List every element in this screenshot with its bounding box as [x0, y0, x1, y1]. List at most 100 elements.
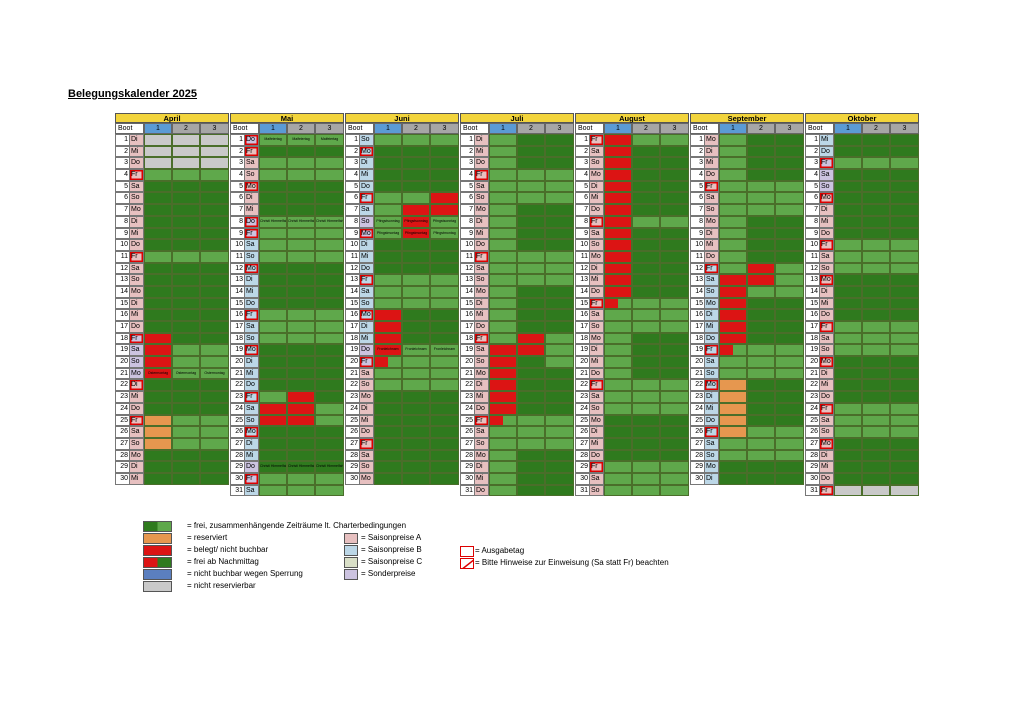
boat-1-cell[interactable]	[374, 472, 402, 485]
boat-1-cell[interactable]	[604, 274, 632, 286]
boat-3-cell[interactable]	[545, 204, 574, 216]
boat-3-cell[interactable]	[545, 262, 574, 275]
boat-2-cell[interactable]	[632, 262, 660, 275]
boat-1-cell[interactable]	[604, 461, 632, 473]
boat-1-cell[interactable]	[144, 402, 172, 415]
boat-2-cell[interactable]	[172, 250, 200, 263]
boat-1-cell[interactable]	[719, 461, 747, 473]
boat-2-cell[interactable]	[632, 274, 660, 286]
boat-2-cell[interactable]	[517, 297, 545, 310]
boat-2-cell[interactable]	[517, 204, 545, 216]
boat-2-cell[interactable]	[517, 227, 545, 240]
boat-2-cell[interactable]	[517, 484, 545, 497]
boat-3-cell[interactable]	[545, 344, 574, 357]
boat-1-cell[interactable]	[259, 449, 287, 462]
boat-1-cell[interactable]	[489, 449, 517, 462]
boat-3-cell[interactable]	[200, 309, 229, 321]
boat-1-cell[interactable]	[834, 309, 862, 321]
boat-1-cell[interactable]	[719, 134, 747, 146]
boat-2-cell[interactable]	[402, 356, 430, 368]
boat-3-cell[interactable]	[200, 169, 229, 181]
boat-2-cell[interactable]: Maifeiertag	[287, 134, 315, 146]
boat-1-cell[interactable]	[834, 402, 862, 415]
boat-2-cell[interactable]	[747, 344, 775, 357]
boat-1-cell[interactable]	[374, 134, 402, 146]
boat-2-cell[interactable]	[517, 262, 545, 275]
boat-2-cell[interactable]	[632, 402, 660, 415]
boat-3-cell[interactable]	[315, 169, 344, 181]
boat-1-cell[interactable]	[604, 157, 632, 170]
boat-1-cell[interactable]	[719, 274, 747, 286]
boat-1-cell[interactable]	[834, 379, 862, 392]
boat-2-cell[interactable]	[747, 391, 775, 403]
boat-1-cell[interactable]	[144, 134, 172, 146]
boat-2-cell[interactable]	[632, 157, 660, 170]
boat-3-cell[interactable]	[775, 344, 804, 357]
boat-3-cell[interactable]	[890, 344, 919, 357]
boat-2-cell[interactable]	[172, 391, 200, 403]
boat-3-cell[interactable]	[660, 332, 689, 345]
boat-3-cell[interactable]	[660, 437, 689, 450]
boat-2-cell[interactable]	[287, 285, 315, 298]
boat-2-cell[interactable]	[287, 204, 315, 216]
boat-3-cell[interactable]	[430, 285, 459, 298]
boat-2-cell[interactable]	[862, 379, 890, 392]
boat-1-cell[interactable]	[719, 472, 747, 485]
boat-2-cell[interactable]	[632, 391, 660, 403]
boat-2-cell[interactable]	[862, 309, 890, 321]
boat-1-cell[interactable]	[489, 239, 517, 251]
boat-3-cell[interactable]	[430, 274, 459, 286]
boat-3-cell[interactable]	[660, 262, 689, 275]
boat-1-cell[interactable]	[144, 227, 172, 240]
boat-3-cell[interactable]	[545, 379, 574, 392]
boat-2-cell[interactable]	[747, 437, 775, 450]
boat-3-cell[interactable]	[890, 134, 919, 146]
boat-2-cell[interactable]	[862, 332, 890, 345]
boat-1-cell[interactable]	[374, 449, 402, 462]
boat-2-cell[interactable]	[632, 484, 660, 497]
boat-3-cell[interactable]	[890, 402, 919, 415]
boat-3-cell[interactable]	[430, 472, 459, 485]
boat-1-cell[interactable]	[719, 192, 747, 205]
boat-1-cell[interactable]	[259, 356, 287, 368]
boat-1-cell[interactable]	[604, 426, 632, 438]
boat-1-cell[interactable]	[834, 180, 862, 193]
boat-1-cell[interactable]	[834, 321, 862, 333]
boat-1-cell[interactable]	[604, 134, 632, 146]
boat-2-cell[interactable]	[747, 449, 775, 462]
boat-1-cell[interactable]	[834, 239, 862, 251]
boat-1-cell[interactable]	[604, 180, 632, 193]
boat-3-cell[interactable]	[315, 367, 344, 380]
boat-2-cell[interactable]	[402, 180, 430, 193]
boat-1-cell[interactable]	[489, 402, 517, 415]
boat-2-cell[interactable]	[632, 192, 660, 205]
boat-1-cell[interactable]	[259, 332, 287, 345]
boat-3-cell[interactable]: Ostermontag	[200, 367, 229, 380]
boat-1-cell[interactable]	[374, 239, 402, 251]
boat-1-cell[interactable]	[489, 379, 517, 392]
boat-2-cell[interactable]	[172, 180, 200, 193]
boat-3-cell[interactable]	[430, 367, 459, 380]
boat-1-cell[interactable]	[374, 426, 402, 438]
boat-3-cell[interactable]	[430, 169, 459, 181]
boat-1-cell[interactable]	[604, 215, 632, 228]
boat-3-cell[interactable]	[890, 262, 919, 275]
boat-1-cell[interactable]	[604, 309, 632, 321]
boat-2-cell[interactable]	[517, 157, 545, 170]
boat-1-cell[interactable]	[719, 227, 747, 240]
boat-1-cell[interactable]	[604, 414, 632, 427]
boat-3-cell[interactable]	[545, 157, 574, 170]
boat-1-cell[interactable]	[604, 344, 632, 357]
boat-2-cell[interactable]	[287, 297, 315, 310]
boat-1-cell[interactable]	[144, 461, 172, 473]
boat-3-cell[interactable]	[545, 402, 574, 415]
boat-2-cell[interactable]: Fronleichnam	[402, 344, 430, 357]
boat-1-cell[interactable]	[144, 169, 172, 181]
boat-3-cell[interactable]	[315, 274, 344, 286]
boat-2-cell[interactable]	[632, 309, 660, 321]
boat-1-cell[interactable]	[719, 285, 747, 298]
boat-3-cell[interactable]	[890, 215, 919, 228]
boat-2-cell[interactable]	[747, 274, 775, 286]
boat-3-cell[interactable]	[430, 157, 459, 170]
boat-2-cell[interactable]	[402, 402, 430, 415]
